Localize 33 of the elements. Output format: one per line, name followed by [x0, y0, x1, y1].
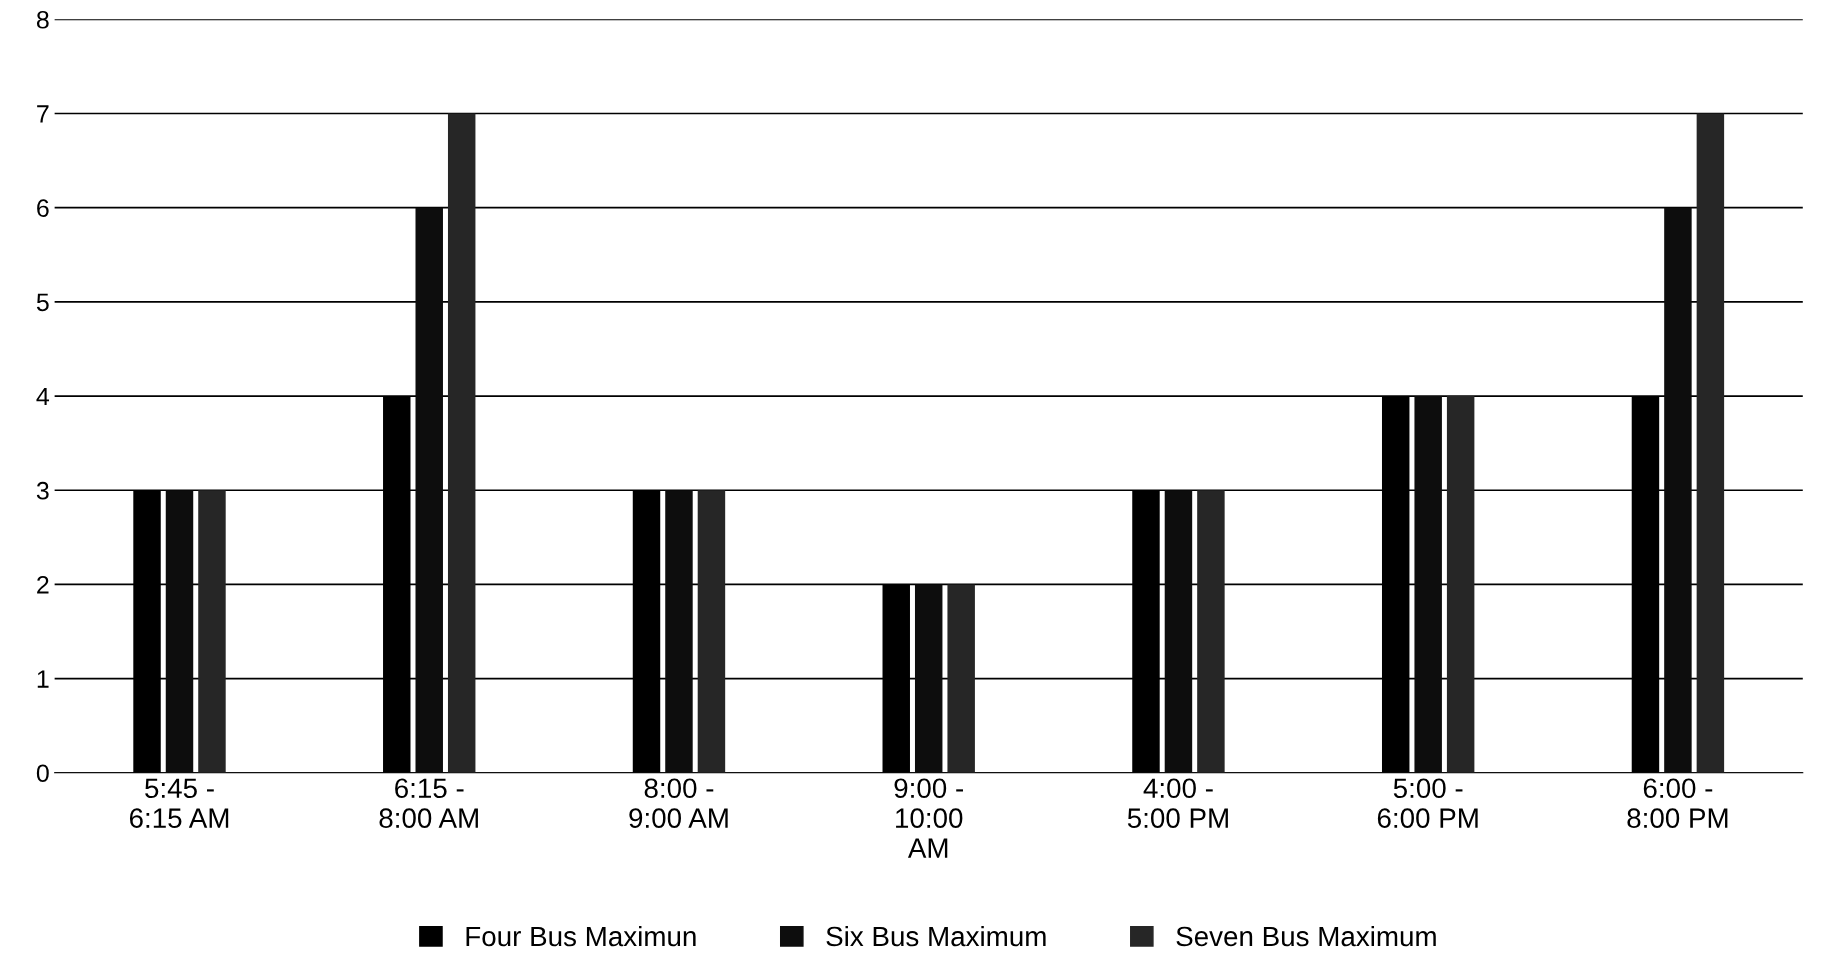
y-tick-label: 5 [36, 293, 49, 312]
bar [1197, 490, 1225, 773]
x-tick-label: 5:00 - 6:00 PM [1377, 778, 1478, 828]
bar [1664, 207, 1692, 773]
y-tick-label: 4 [36, 387, 50, 406]
bar [415, 207, 443, 773]
legend-label: Six Bus Maximum [826, 925, 1046, 947]
bar [914, 584, 943, 773]
bar [1696, 113, 1725, 773]
legend-label: Four Bus Maximun [466, 925, 696, 947]
bar [165, 490, 194, 773]
x-tick-label: 4:00 - 5:00 PM [1127, 778, 1228, 828]
legend-label: Seven Bus Maximum [1176, 925, 1436, 947]
bar [198, 490, 226, 773]
bar [447, 113, 476, 773]
x-tick-label: 5:45 - 6:15 AM [129, 778, 229, 828]
bar [665, 490, 693, 773]
y-tick-label: 6 [37, 199, 49, 217]
y-tick-label: 3 [36, 481, 49, 500]
x-tick-label: 6:15 - 8:00 AM [379, 778, 478, 828]
x-tick-label: 6:00 - 8:00 PM [1627, 778, 1728, 828]
bar [697, 490, 726, 773]
y-tick-label: 0 [36, 764, 49, 783]
y-tick-label: 8 [36, 10, 49, 29]
bar [1446, 396, 1475, 773]
x-tick-label: 9:00 - 10:00 AM [894, 778, 963, 858]
y-tick-label: 2 [37, 576, 49, 594]
bar [947, 584, 975, 773]
bar [1414, 396, 1442, 773]
x-tick-label: 8:00 - 9:00 AM [629, 778, 728, 828]
bar [1164, 490, 1193, 773]
y-tick-label: 7 [37, 105, 49, 123]
y-tick-label: 1 [37, 670, 49, 688]
